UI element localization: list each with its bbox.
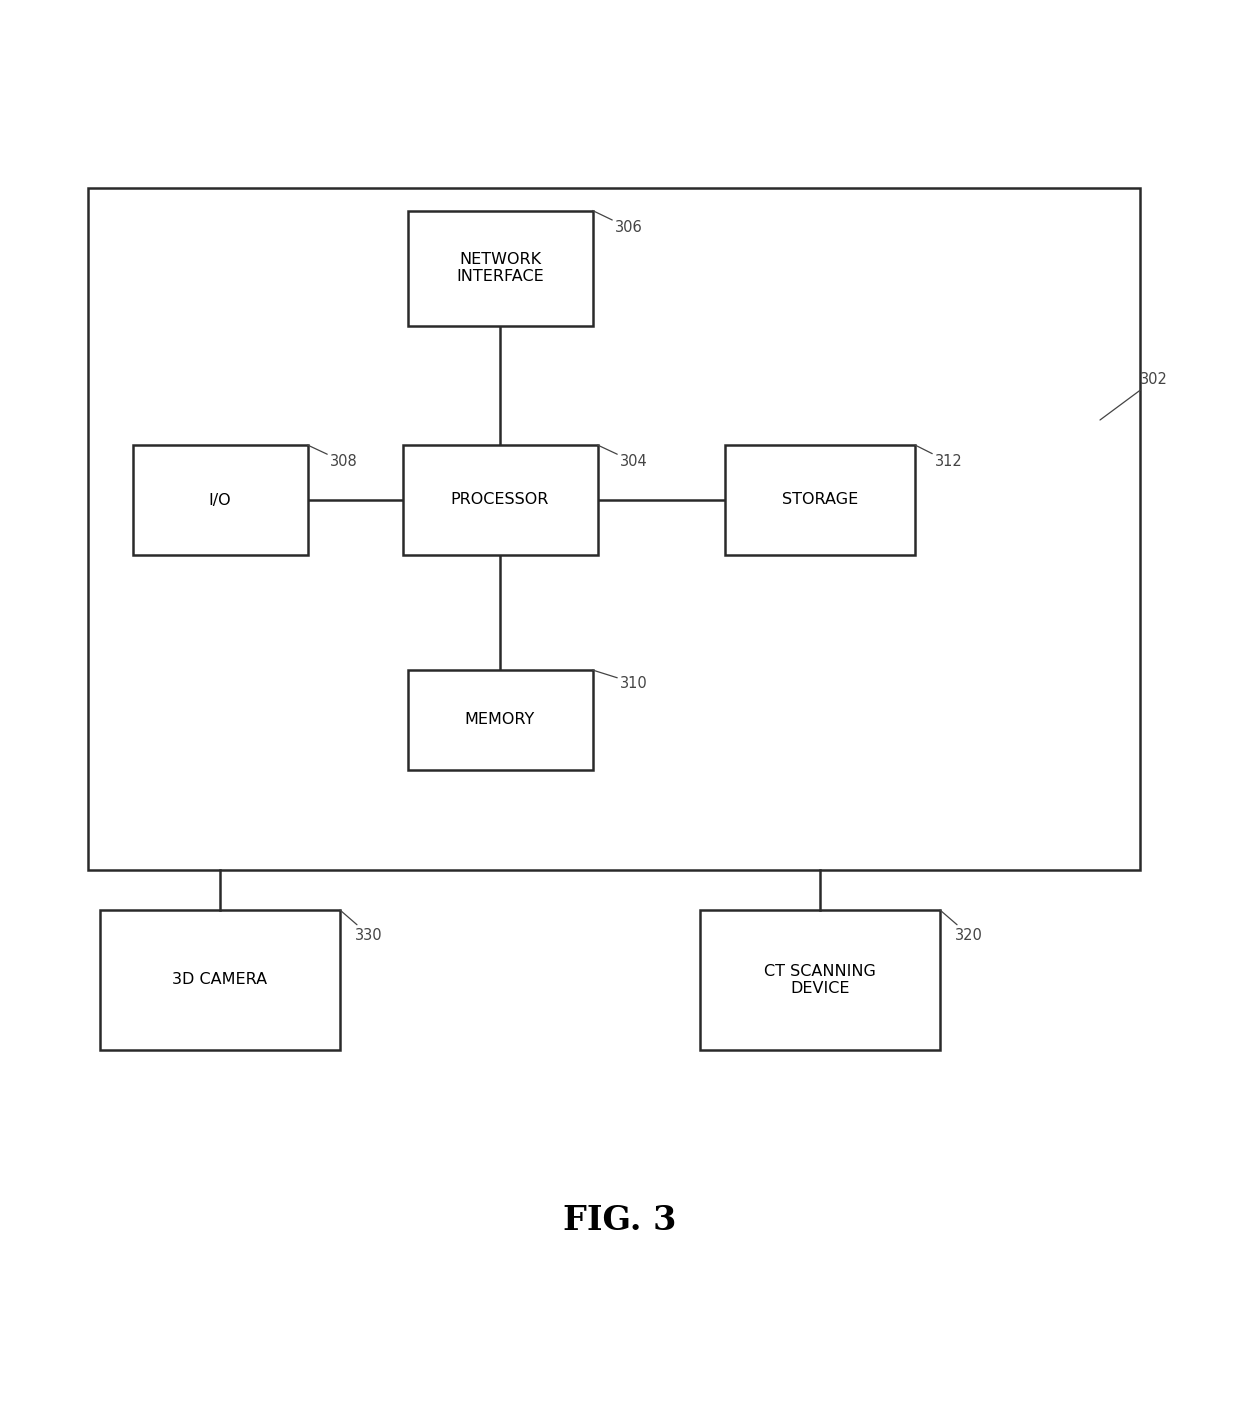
Text: FIG. 3: FIG. 3 <box>563 1203 677 1237</box>
Bar <box>701 910 940 1050</box>
Text: 306: 306 <box>593 210 642 236</box>
Text: 3D CAMERA: 3D CAMERA <box>172 973 268 987</box>
Text: 310: 310 <box>593 670 647 691</box>
Bar <box>88 188 1140 871</box>
Text: 312: 312 <box>915 444 962 470</box>
Bar <box>133 444 308 555</box>
Text: 302: 302 <box>1100 373 1168 421</box>
Text: MEMORY: MEMORY <box>465 712 536 728</box>
Text: 330: 330 <box>340 910 383 942</box>
Text: 304: 304 <box>598 444 647 470</box>
Text: STORAGE: STORAGE <box>782 492 858 508</box>
Bar <box>725 444 915 555</box>
Text: I/O: I/O <box>208 492 232 508</box>
Text: 308: 308 <box>308 444 358 470</box>
Text: NETWORK
INTERFACE: NETWORK INTERFACE <box>456 252 544 285</box>
Text: 320: 320 <box>940 910 983 942</box>
Bar <box>403 444 598 555</box>
Bar <box>408 670 593 770</box>
Text: CT SCANNING
DEVICE: CT SCANNING DEVICE <box>764 963 875 997</box>
Bar <box>100 910 340 1050</box>
Text: PROCESSOR: PROCESSOR <box>451 492 549 508</box>
Bar <box>408 210 593 325</box>
